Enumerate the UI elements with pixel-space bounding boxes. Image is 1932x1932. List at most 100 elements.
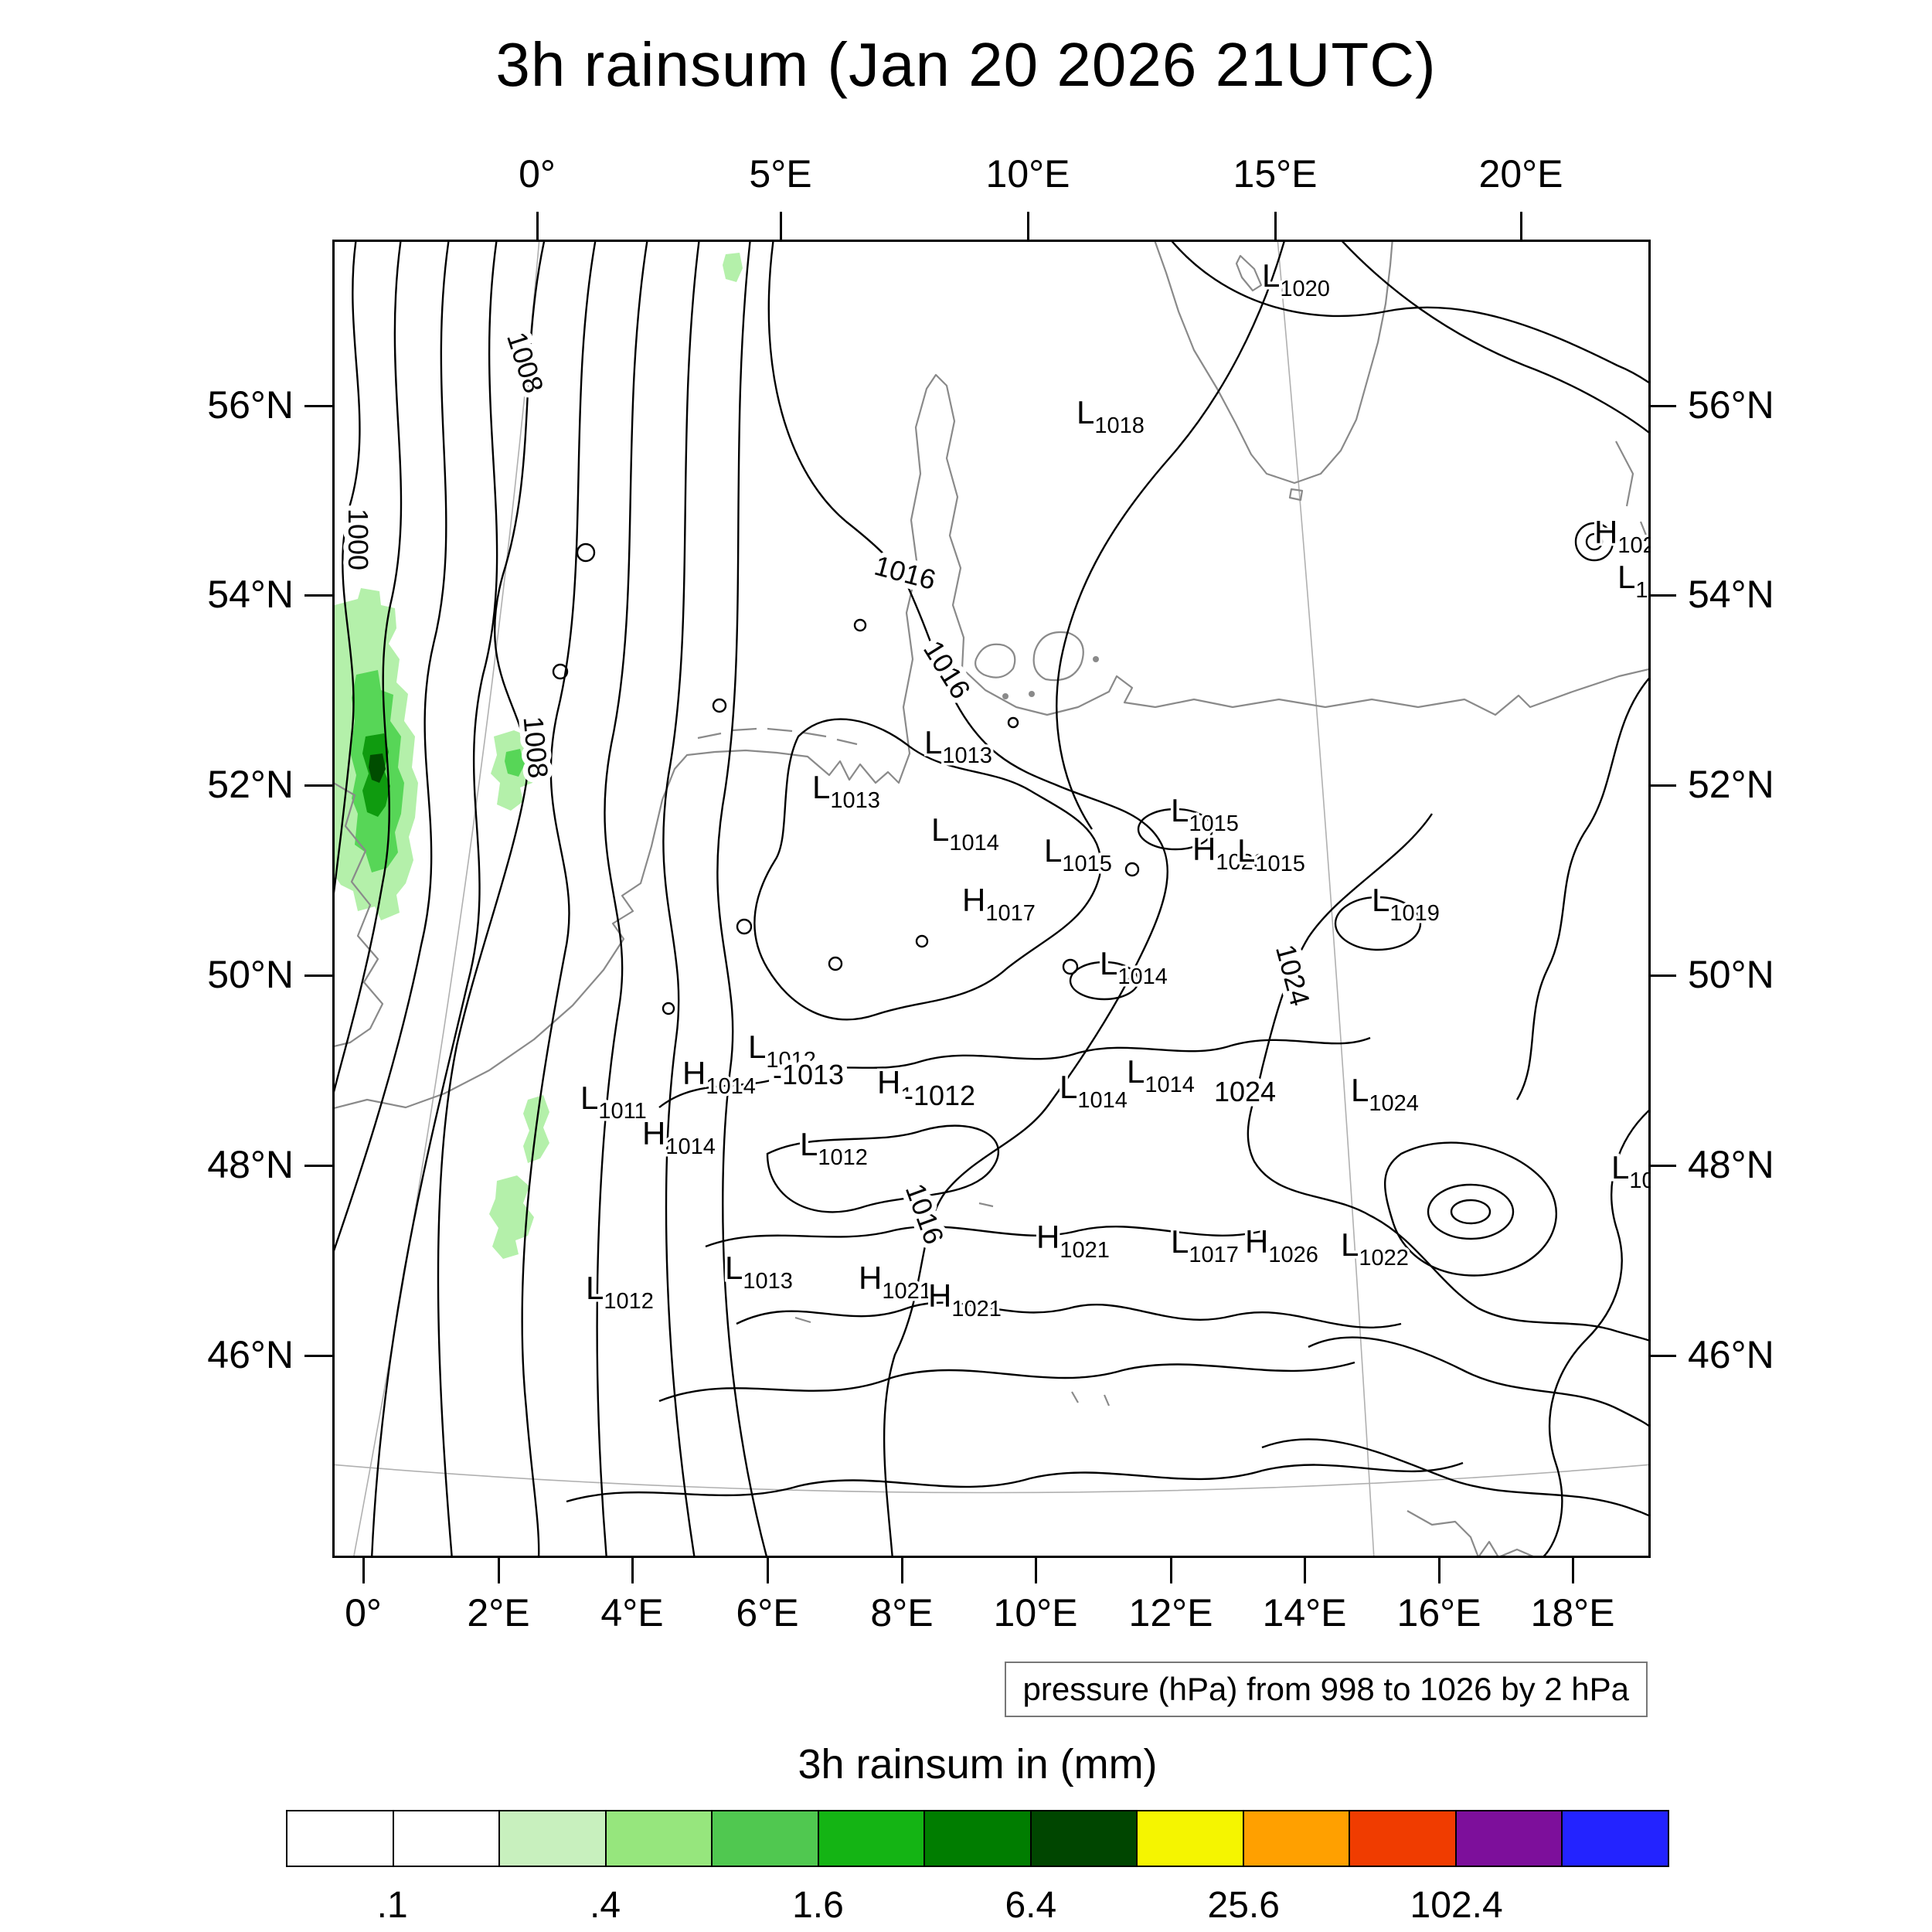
colorbar-cell <box>711 1811 818 1866</box>
isobar-small-loop <box>1137 808 1214 851</box>
graticule-layer <box>335 242 1648 1556</box>
tick-left <box>304 1354 332 1357</box>
isobar-1002 <box>335 242 450 1252</box>
tick-bottom <box>1034 1556 1037 1583</box>
colorbar-cell <box>604 1811 712 1866</box>
colorbar-tick-label: .4 <box>590 1885 621 1926</box>
contour-value-label: -1012 <box>904 1080 975 1111</box>
colorbar-cell <box>1242 1811 1349 1866</box>
tick-bottom <box>900 1556 903 1583</box>
isobar-1016-main <box>767 242 1168 1556</box>
coast-islet <box>1093 656 1099 662</box>
pressure-center-low: L1020 <box>1611 1149 1648 1193</box>
tick-left <box>304 784 332 787</box>
colorbar-cell <box>817 1811 924 1866</box>
contour-value-label: 1008 <box>518 715 555 779</box>
isobar-closed-cell <box>1124 862 1140 877</box>
tick-top <box>1026 212 1029 240</box>
axis-label-top: 5°E <box>749 152 812 196</box>
tick-top <box>1519 212 1522 240</box>
pressure-center-low: L1014 <box>1100 945 1168 989</box>
rain-patch-north-sea <box>723 253 743 282</box>
coast-islet <box>1029 691 1035 697</box>
isobar-band-4 <box>658 1361 1355 1403</box>
pressure-center-high: H1021 <box>928 1277 1002 1321</box>
axis-label-top: 0° <box>519 152 556 196</box>
isobar-1014b <box>716 242 767 1556</box>
isobar-band-2 <box>705 1226 1263 1248</box>
axis-label-right: 50°N <box>1688 953 1774 996</box>
pressure-center-low: L1012 <box>800 1126 868 1170</box>
axis-label-bottom: 6°E <box>736 1591 799 1634</box>
axis-label-top: 15°E <box>1233 152 1318 196</box>
pressure-center-low: L1014 <box>931 811 999 855</box>
isobar-1000 <box>335 242 403 1093</box>
pressure-center-high: H1021 <box>859 1260 932 1304</box>
pressure-center-low: L1014 <box>1060 1069 1128 1113</box>
isobar-l1019-loop <box>1334 896 1422 951</box>
axis-label-right: 56°N <box>1688 383 1774 427</box>
tick-bottom <box>631 1556 634 1583</box>
parallel-45N <box>335 1464 1648 1494</box>
axis-label-bottom: 4°E <box>600 1591 664 1634</box>
coast-alpine-lakes <box>794 1202 1111 1406</box>
colorbar-tick-label: 102.4 <box>1410 1885 1503 1926</box>
coast-sjaelland <box>1032 631 1084 682</box>
pressure-center-low: L1018 <box>1077 394 1145 438</box>
colorbar-tick-label: 6.4 <box>1005 1885 1057 1926</box>
tick-right <box>1648 784 1676 787</box>
colorbar-cell <box>1136 1811 1243 1866</box>
coast-gotland <box>1235 254 1263 292</box>
contour-value-label: 1000 <box>342 509 374 570</box>
colorbar-tick-label: .1 <box>376 1885 408 1926</box>
pressure-center-low: L1011 <box>580 1080 647 1124</box>
isobar-1024-main <box>1247 813 1648 1342</box>
colorbar-cell <box>392 1811 499 1866</box>
pressure-center-low: L1015 <box>1237 832 1305 876</box>
colorbar-cell <box>498 1811 605 1866</box>
tick-bottom <box>1303 1556 1306 1583</box>
rain-patch-belgium-core <box>505 749 525 777</box>
tick-left <box>304 594 332 597</box>
axis-label-right: 54°N <box>1688 573 1774 616</box>
contour-value-label: 1016 <box>900 1179 951 1248</box>
coast-bornholm <box>1288 488 1304 502</box>
colorbar-cell <box>1029 1811 1137 1866</box>
tick-right <box>1648 404 1676 407</box>
isobar-1004 <box>371 242 498 1556</box>
rain-patch-large-core <box>369 753 386 783</box>
axis-label-left: 46°N <box>207 1333 294 1376</box>
isobar-1026-core <box>1450 1199 1492 1225</box>
isobar-1026-loop <box>1427 1183 1515 1240</box>
axis-label-left: 52°N <box>207 763 294 806</box>
isobar-1024-loop <box>1383 1141 1558 1277</box>
coast-sweden <box>1154 242 1393 485</box>
tick-right <box>1648 974 1676 977</box>
coast-adriatic <box>1406 1510 1534 1556</box>
isobar-1014 <box>662 242 700 1556</box>
contour-value-label: 1024 <box>1270 941 1316 1009</box>
axis-label-top: 20°E <box>1478 152 1563 196</box>
isobar-closed-cell <box>915 934 929 948</box>
colorbar-cell <box>287 1811 393 1866</box>
tick-top <box>779 212 782 240</box>
isobar-closed-cell <box>662 1002 675 1015</box>
pressure-center-low: L1014 <box>1127 1053 1195 1097</box>
axis-label-left: 54°N <box>207 573 294 616</box>
isobar-small-loop <box>1069 961 1140 1001</box>
coast-fyn <box>975 643 1016 679</box>
isobar-closed-cell <box>1007 716 1019 729</box>
meridian-15E <box>1277 242 1375 1556</box>
pressure-center-high: H1014 <box>642 1115 716 1159</box>
colorbar-cell <box>923 1811 1030 1866</box>
tick-bottom <box>1169 1556 1172 1583</box>
colorbar-cell <box>1454 1811 1562 1866</box>
pressure-center-high: H1021 <box>1036 1219 1110 1263</box>
colorbar-cell <box>1349 1811 1455 1866</box>
axis-label-left: 48°N <box>207 1143 294 1186</box>
axis-label-bottom: 14°E <box>1262 1591 1347 1634</box>
axis-label-bottom: 18°E <box>1530 1591 1615 1634</box>
isobar-1010 <box>521 242 597 1556</box>
axis-label-left: 56°N <box>207 383 294 427</box>
